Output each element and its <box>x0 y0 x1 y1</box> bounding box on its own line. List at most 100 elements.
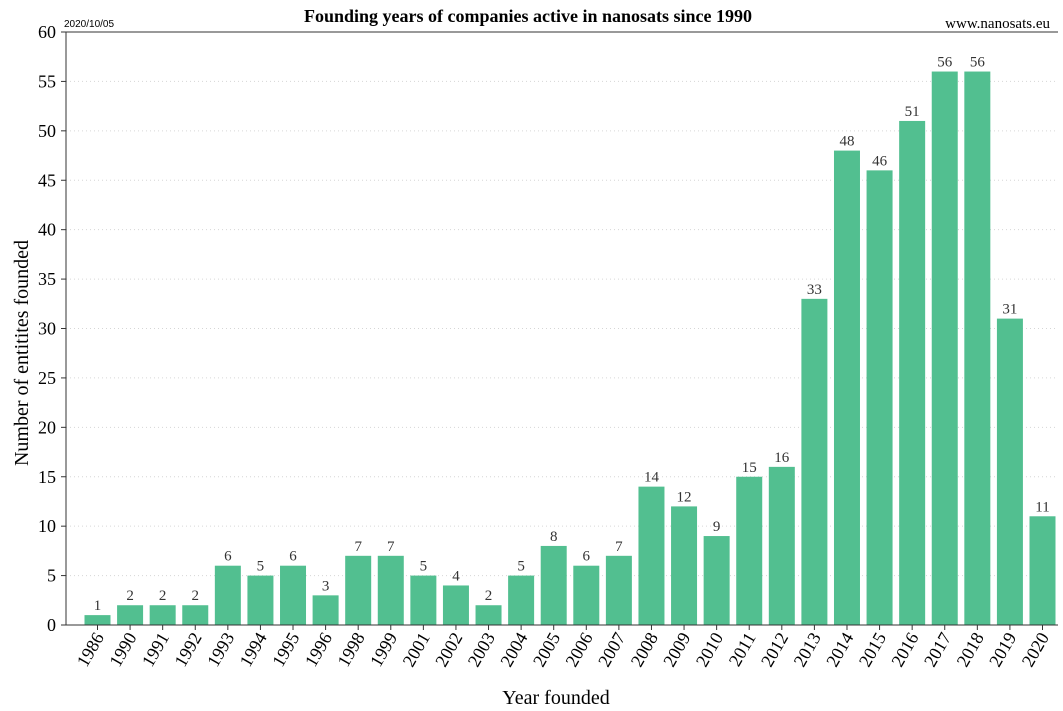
bar-value-label: 48 <box>839 134 854 150</box>
y-tick-label: 45 <box>38 170 56 190</box>
x-tick-label: 2015 <box>855 629 890 670</box>
y-tick-labels: 0 5 10 15 20 25 30 35 40 45 50 55 60 <box>38 22 66 635</box>
x-tick-label: 2009 <box>659 629 694 670</box>
x-tick-label: 1999 <box>366 629 401 670</box>
x-tick-label: 2004 <box>496 629 531 670</box>
bar-value-label: 3 <box>322 578 330 594</box>
bar-value-label: 2 <box>126 588 134 604</box>
chart-title: Founding years of companies active in na… <box>304 6 752 26</box>
source-label: www.nanosats.eu <box>945 16 1050 32</box>
bar <box>475 605 502 625</box>
bar <box>996 318 1023 625</box>
bar <box>573 565 600 625</box>
x-tick-label: 1991 <box>138 629 173 670</box>
bar <box>377 555 404 625</box>
bar <box>703 536 730 625</box>
x-tick-label: 1995 <box>268 629 303 670</box>
bar-value-label: 2 <box>485 588 493 604</box>
bar-value-label: 2 <box>159 588 167 604</box>
bar <box>833 150 860 625</box>
bar <box>964 71 991 626</box>
bar-value-label: 1 <box>94 598 102 614</box>
x-tick-labels: 1986199019911992199319941995199619981999… <box>73 625 1053 670</box>
date-stamp: 2020/10/05 <box>64 19 114 30</box>
x-tick-label: 1994 <box>236 629 271 670</box>
bar <box>508 575 535 625</box>
bar <box>1029 516 1056 625</box>
y-tick-label: 10 <box>38 516 56 536</box>
bar <box>410 575 437 625</box>
bar <box>638 486 665 625</box>
x-tick-label: 1996 <box>301 629 336 670</box>
bar-value-label: 5 <box>517 559 525 575</box>
x-tick-label: 2020 <box>1018 629 1053 670</box>
x-tick-label: 2002 <box>431 629 466 670</box>
bar <box>768 466 795 625</box>
bar <box>866 170 893 625</box>
bar-value-label: 9 <box>713 519 721 535</box>
bar-value-label: 33 <box>807 282 822 298</box>
bar <box>899 120 926 625</box>
x-tick-label: 2018 <box>952 629 987 670</box>
x-tick-label: 2003 <box>464 629 499 670</box>
bar-value-label: 15 <box>742 460 757 476</box>
x-tick-label: 2017 <box>920 629 955 670</box>
bar <box>345 555 372 625</box>
bar-value-label: 11 <box>1035 499 1049 515</box>
bar-value-label: 7 <box>615 539 623 555</box>
y-tick-label: 20 <box>38 417 56 437</box>
x-tick-label: 1986 <box>73 629 108 670</box>
bar <box>540 545 567 625</box>
x-tick-label: 2008 <box>627 629 662 670</box>
bar <box>736 476 763 625</box>
x-tick-label: 2013 <box>790 629 825 670</box>
bar <box>214 565 241 625</box>
bar <box>442 585 469 625</box>
bar-value-label: 6 <box>583 549 591 565</box>
x-tick-label: 1993 <box>203 629 238 670</box>
y-tick-label: 0 <box>47 615 56 635</box>
x-tick-label: 1998 <box>333 629 368 670</box>
bar-value-label: 16 <box>774 450 790 466</box>
bar-value-label: 5 <box>420 559 428 575</box>
y-tick-label: 50 <box>38 121 56 141</box>
bar-value-label: 12 <box>677 489 692 505</box>
bar <box>312 595 339 625</box>
x-tick-label: 2016 <box>887 629 922 670</box>
bar-value-label: 56 <box>970 55 986 71</box>
bar-value-label: 4 <box>452 568 460 584</box>
bar <box>149 605 176 625</box>
bar <box>247 575 274 625</box>
y-tick-label: 60 <box>38 22 56 42</box>
x-axis-label: Year founded <box>502 687 609 709</box>
y-tick-label: 35 <box>38 269 56 289</box>
bar <box>280 565 307 625</box>
bar-value-label: 56 <box>937 55 953 71</box>
y-tick-label: 15 <box>38 467 56 487</box>
y-axis-label: Number of entitites founded <box>11 240 33 466</box>
axes <box>65 31 1058 626</box>
bar-value-label: 6 <box>224 549 232 565</box>
x-tick-label: 1992 <box>170 629 205 670</box>
bar-value-label: 5 <box>257 559 265 575</box>
bar-value-label: 31 <box>1002 302 1017 318</box>
bar-value-label: 14 <box>644 470 660 486</box>
y-tick-label: 55 <box>38 71 56 91</box>
bar-value-label: 8 <box>550 529 558 545</box>
bar <box>931 71 958 626</box>
x-tick-label: 2001 <box>399 629 434 670</box>
x-tick-label: 2011 <box>725 629 760 670</box>
bar-value-label: 46 <box>872 153 888 169</box>
bar <box>117 605 144 625</box>
bar-value-label: 7 <box>354 539 362 555</box>
bar-value-label: 51 <box>905 104 920 120</box>
x-tick-label: 2005 <box>529 629 564 670</box>
bar <box>671 506 698 625</box>
x-tick-label: 2007 <box>594 629 629 670</box>
x-tick-label: 2012 <box>757 629 792 670</box>
bar <box>801 298 828 625</box>
y-tick-label: 25 <box>38 368 56 388</box>
bar-value-label: 2 <box>192 588 200 604</box>
